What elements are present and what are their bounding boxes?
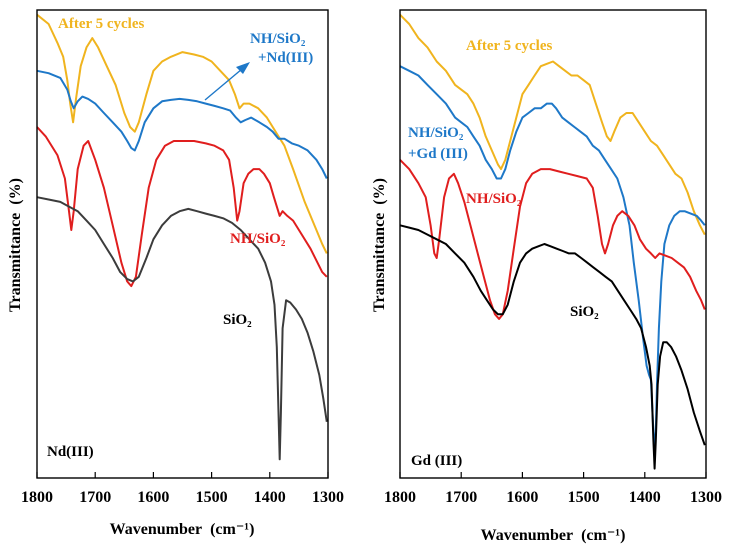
nd-x-tick-label-1600: 1600 — [137, 489, 169, 506]
gd-tick-layer: 1800 1700 1600 1500 1400 1300 — [384, 472, 722, 506]
gd-panel-label: Gd (III) — [411, 453, 462, 469]
nd-label-nhsio2-nd-line1: NH/SiO₂ — [250, 31, 306, 47]
nd-label-nhsio2-nd-line2: +Nd(III) — [258, 50, 313, 66]
nd-plot-frame — [36, 9, 329, 479]
nd-label-sio2: SiO₂ — [223, 312, 252, 328]
nd-x-tick-label-1700: 1700 — [79, 489, 111, 506]
nd-x-tick-label-1400: 1400 — [254, 489, 286, 506]
nd-series-layer — [36, 13, 328, 461]
nd-arrow — [204, 62, 250, 101]
nd-x-tick-label-1500: 1500 — [196, 489, 228, 506]
nd-tick-layer: 1800 1700 1600 1500 1400 1300 — [21, 472, 344, 506]
gd-x-tick-label-1700: 1700 — [445, 489, 477, 506]
gd-y-axis-title: Transmittance(%) — [371, 178, 388, 312]
nd-y-axis-title: Transmittance(%) — [7, 178, 24, 312]
gd-label-nhsio2-gd-line2: +Gd (III) — [408, 146, 468, 162]
nd-series-sio-line — [36, 196, 328, 461]
nd-series-nh-sio-nd-iii-line — [36, 69, 328, 179]
gd-series-nh-sio-gd-iii-line — [399, 65, 706, 451]
gd-label-nhsio2-gd-line1: NH/SiO₂ — [408, 125, 464, 141]
panel-nd: 1800 1700 1600 1500 1400 1300 Nd(III) After 5… — [7, 9, 344, 538]
gd-x-tick-label-1800: 1800 — [384, 489, 416, 506]
panel-gd: 1800 1700 1600 1500 1400 1300 Gd (III) After … — [371, 9, 722, 544]
nd-series-nh-sio-line — [36, 126, 328, 288]
gd-series-nh-sio-line — [399, 159, 706, 320]
gd-series-sio-line — [399, 224, 706, 470]
nd-x-axis-title: Wavenumber (cm⁻¹) — [110, 521, 255, 538]
nd-series-after-5-cycles-line — [36, 13, 328, 254]
gd-x-tick-label-1500: 1500 — [568, 489, 600, 506]
gd-label-after-cycles: After 5 cycles — [466, 38, 553, 54]
gd-label-nhsio2: NH/SiO₂ — [466, 191, 522, 207]
nd-panel-label: Nd(III) — [47, 444, 94, 460]
gd-series-after-5-cycles-line — [399, 13, 706, 236]
gd-x-axis-title: Wavenumber (cm⁻¹) — [481, 527, 626, 544]
gd-label-sio2: SiO₂ — [570, 304, 599, 320]
gd-series-layer — [399, 13, 706, 470]
gd-x-tick-label-1600: 1600 — [506, 489, 538, 506]
nd-label-nhsio2: NH/SiO₂ — [230, 231, 286, 247]
nd-x-tick-label-1300: 1300 — [312, 489, 344, 506]
nd-x-tick-label-1800: 1800 — [21, 489, 53, 506]
gd-x-tick-label-1400: 1400 — [629, 489, 661, 506]
nd-label-after-cycles: After 5 cycles — [58, 16, 145, 32]
gd-x-tick-label-1300: 1300 — [690, 489, 722, 506]
gd-plot-frame — [399, 9, 707, 479]
